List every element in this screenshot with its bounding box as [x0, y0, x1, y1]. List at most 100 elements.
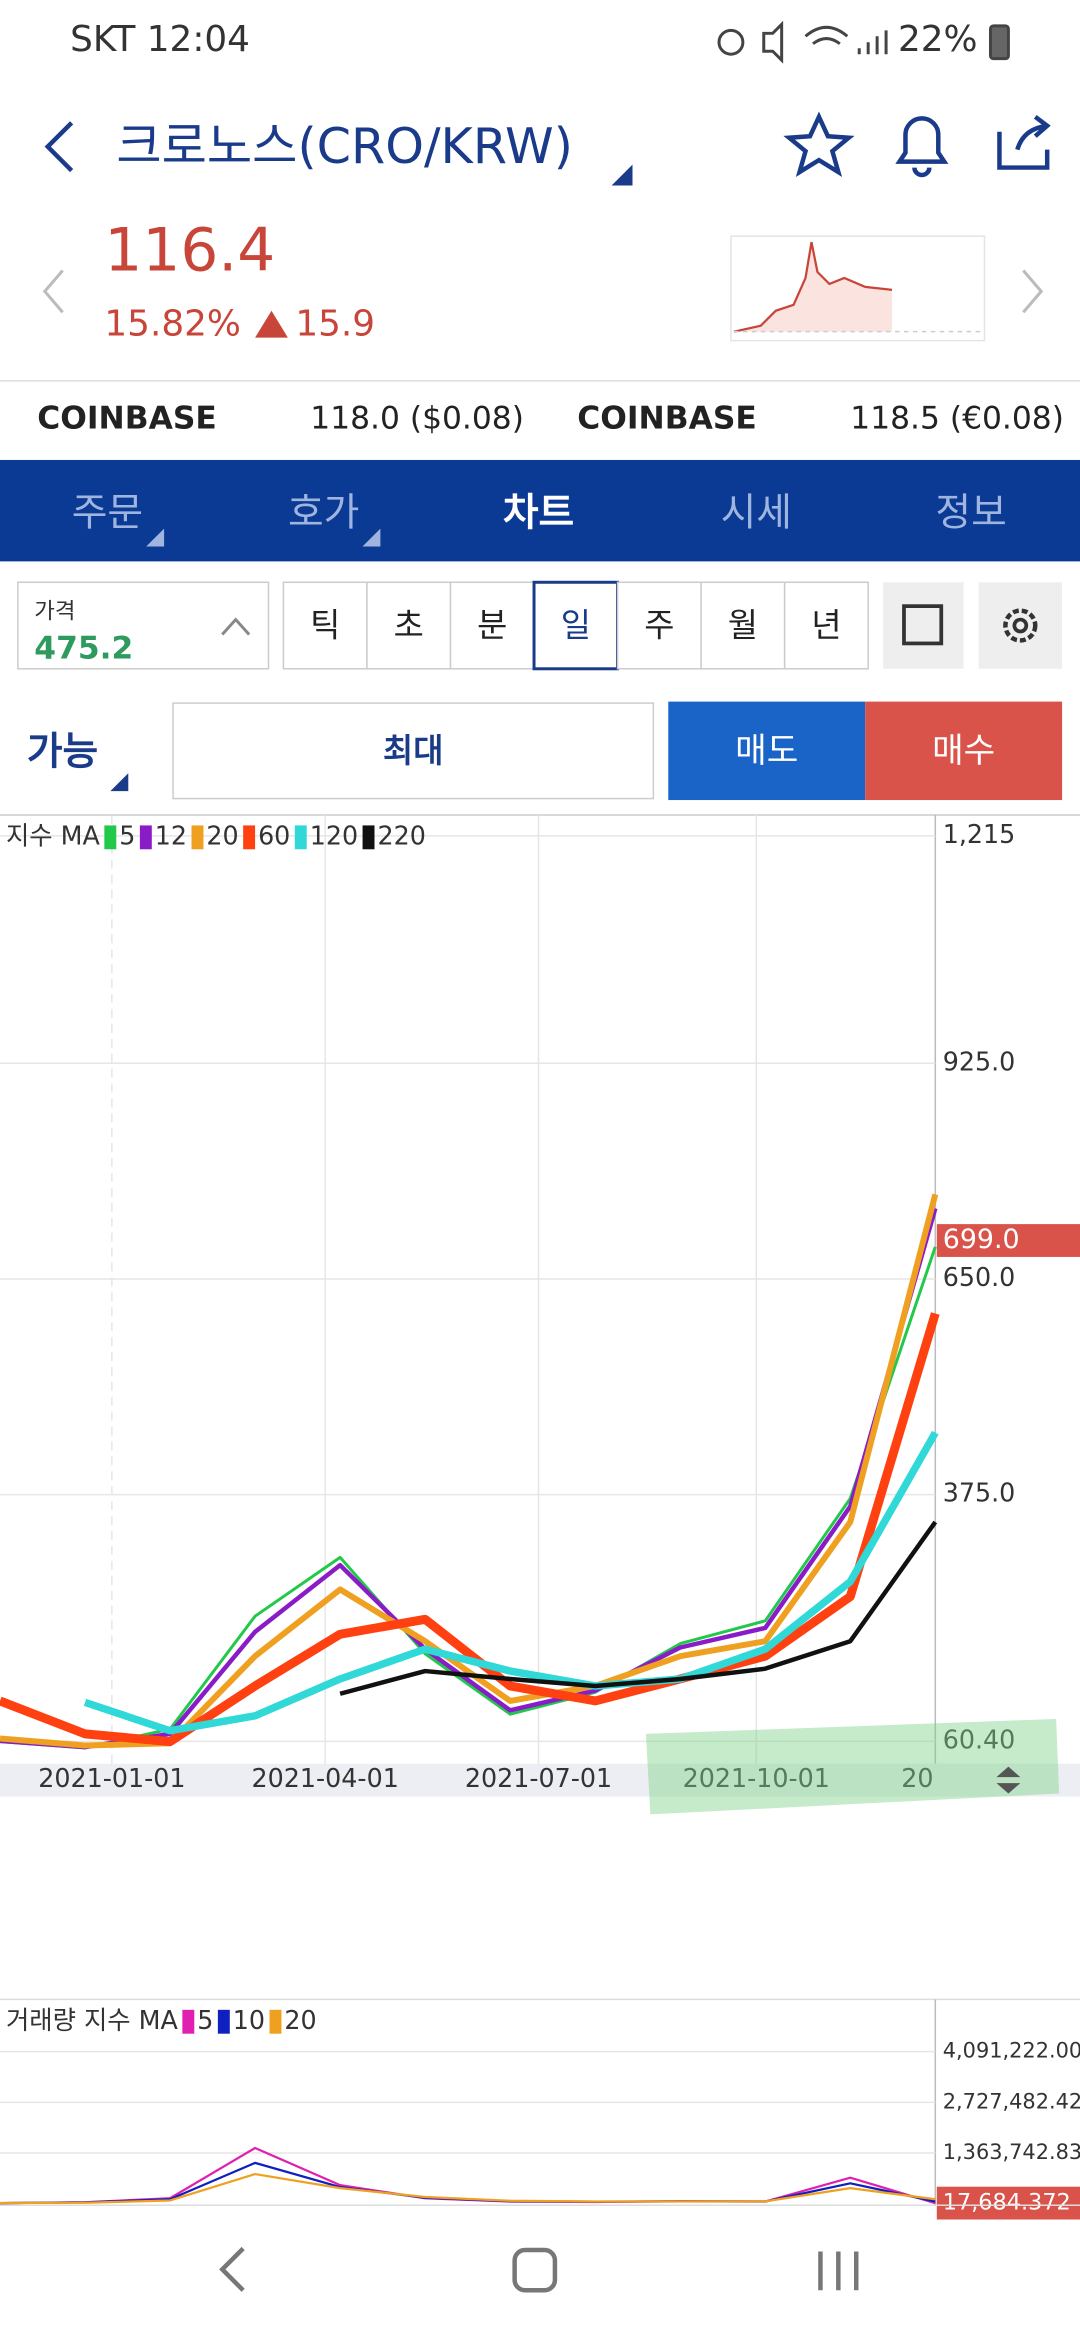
nav-recent[interactable] — [818, 2251, 859, 2291]
ma-line — [339, 1520, 938, 1696]
period-label: 월 — [728, 607, 758, 645]
ma-line — [0, 1207, 938, 1750]
square-icon — [902, 604, 944, 646]
period-label: 일 — [561, 607, 591, 645]
x-axis-band — [0, 1763, 1080, 1797]
period-button[interactable] — [616, 581, 702, 670]
period-label: 년 — [811, 607, 841, 645]
legend-label: 12 — [155, 820, 187, 850]
exchange-name: COINBASE — [577, 401, 757, 437]
price-box-value: 475.2 — [34, 630, 133, 666]
current-value-box — [936, 1224, 1080, 1257]
buy-label: 매수 — [932, 731, 995, 771]
legend-swatch — [182, 2009, 195, 2034]
price: 116.4 — [104, 217, 275, 286]
sell-label: 매도 — [735, 731, 798, 771]
x-tick-label: 2021-07-01 — [465, 1763, 612, 1793]
back-button[interactable] — [44, 121, 74, 173]
legend-label: 5 — [119, 820, 135, 850]
tab[interactable]: 주문 — [72, 491, 143, 536]
next-button[interactable] — [1022, 269, 1044, 314]
legend-title: 지수 MA — [6, 820, 101, 850]
y-tick-label: 2,727,482.422 — [943, 2089, 1080, 2113]
carrier-time: SKT 12:04 — [70, 19, 250, 60]
y-tick-label: 925.0 — [943, 1046, 1016, 1076]
period-label: 주 — [644, 607, 674, 645]
current-value-label: 17,684.372 — [943, 2190, 1071, 2216]
legend-label: 220 — [377, 820, 425, 850]
tab[interactable]: 정보 — [935, 491, 1006, 536]
title: 크로노스(CRO/KRW) — [116, 117, 573, 175]
gear-icon — [1003, 608, 1038, 643]
y-tick-label: 1,363,742.837 — [943, 2140, 1080, 2164]
available[interactable]: 가능 — [27, 729, 98, 774]
period-button[interactable] — [449, 581, 535, 670]
price-box-caret[interactable] — [221, 617, 251, 636]
tab[interactable]: 호가 — [288, 491, 359, 536]
max-label: 최대 — [383, 732, 443, 770]
alert-button[interactable] — [895, 116, 949, 178]
legend-swatch — [269, 2009, 282, 2034]
square-button[interactable] — [883, 582, 964, 669]
period-label: 분 — [477, 607, 507, 645]
y-tick-label: 650.0 — [943, 1262, 1016, 1292]
legend-swatch — [362, 825, 375, 850]
available-dropdown[interactable] — [110, 773, 129, 792]
legend-label: 20 — [284, 2005, 316, 2035]
share-button[interactable] — [997, 115, 1051, 170]
settings-button[interactable] — [978, 582, 1063, 669]
ma-line — [0, 1312, 940, 1747]
favorite-button[interactable] — [783, 111, 855, 177]
legend-swatch — [294, 825, 307, 850]
status-icons — [717, 20, 1010, 64]
change: 15.9 — [295, 304, 375, 345]
period-label: 초 — [394, 607, 424, 645]
current-value-label: 699.0 — [943, 1224, 1020, 1255]
price-box[interactable] — [17, 581, 270, 670]
buy-button[interactable] — [865, 701, 1063, 801]
legend-swatch — [139, 825, 152, 850]
tab[interactable]: 시세 — [721, 491, 792, 536]
legend-swatch — [104, 825, 117, 850]
legend-label: 10 — [233, 2005, 265, 2035]
current-value-box — [936, 2186, 1080, 2220]
legend-title: 거래량 지수 MA — [6, 2005, 179, 2035]
exchange-name: COINBASE — [37, 401, 217, 437]
price-box-label: 가격 — [34, 599, 75, 625]
x-tick-label: 2021-04-01 — [252, 1763, 399, 1793]
legend-label: 60 — [258, 820, 290, 850]
scroll-handle[interactable] — [996, 1766, 1021, 1794]
x-tick-label: 2021-10-01 — [683, 1763, 830, 1793]
exchange-price: 118.5 (€0.08) — [850, 401, 1064, 437]
ma-line — [0, 2172, 936, 2205]
mini-chart-area — [733, 242, 893, 332]
change-percent: 15.82% — [104, 304, 241, 345]
x-tick-label: 2021-01-01 — [38, 1763, 185, 1793]
battery: 22% — [898, 19, 978, 60]
legend-swatch — [217, 2009, 230, 2034]
ma-line — [0, 1246, 937, 1750]
tab-bar — [0, 459, 1080, 562]
y-tick-label: 60.40 — [943, 1724, 1016, 1754]
up-triangle — [255, 310, 288, 338]
nav-home[interactable] — [512, 2247, 558, 2293]
max-button[interactable] — [172, 702, 655, 800]
y-tick-label: 4,091,222.008 — [943, 2039, 1080, 2063]
period-button[interactable] — [783, 581, 869, 670]
title-dropdown[interactable] — [611, 164, 633, 186]
period-button[interactable] — [532, 580, 620, 671]
nav-back[interactable] — [219, 2246, 245, 2292]
legend-label: 120 — [310, 820, 358, 850]
period-label: 틱 — [310, 607, 340, 645]
v-grid — [111, 814, 758, 1764]
tab[interactable]: 차트 — [503, 491, 574, 536]
y-tick-label: 375.0 — [943, 1478, 1016, 1508]
highlight-marker — [645, 1718, 1060, 1815]
sell-button[interactable] — [668, 701, 866, 801]
legend-swatch — [191, 825, 204, 850]
gear-center — [1012, 617, 1029, 634]
exchange-price: 118.0 ($0.08) — [310, 401, 524, 437]
prev-button[interactable] — [42, 269, 64, 314]
